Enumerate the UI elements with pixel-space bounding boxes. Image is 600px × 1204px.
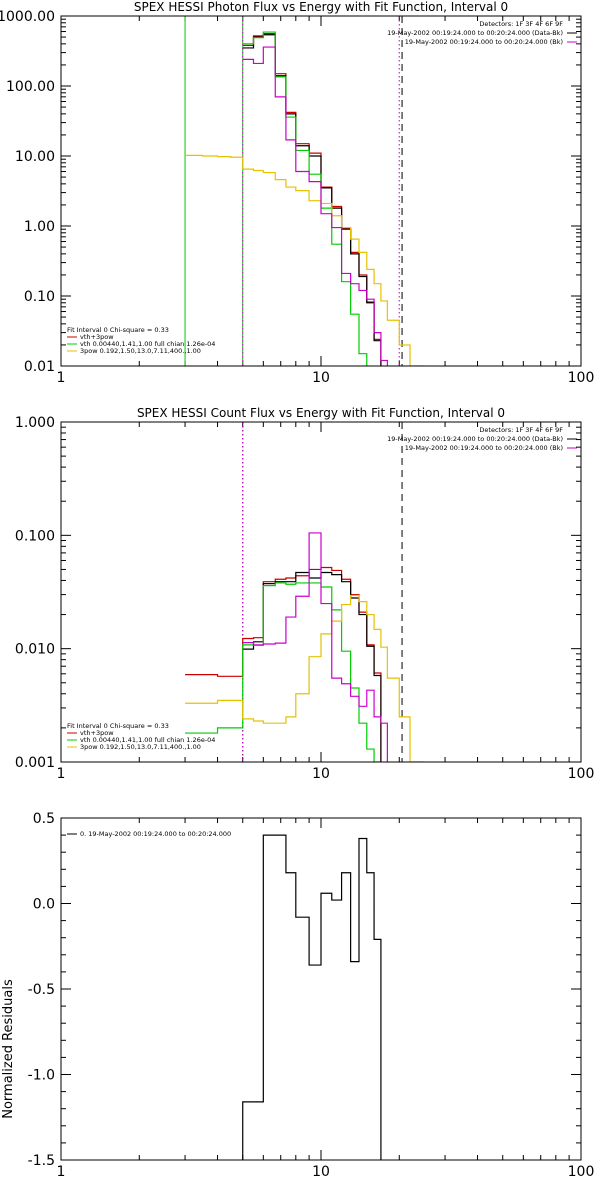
y-tick-label: 0.0 <box>33 897 55 913</box>
plot-frame <box>60 421 582 763</box>
chart-title: SPEX HESSI Count Flux vs Energy with Fit… <box>137 406 505 420</box>
x-tick-label: 10 <box>312 766 330 782</box>
y-tick-label: 0.100 <box>15 528 55 544</box>
chart-panel-1: SPEX HESSI Count Flux vs Energy with Fit… <box>15 406 594 782</box>
y-tick-label: 0.10 <box>24 289 55 305</box>
y-tick-label: 0.001 <box>15 755 55 771</box>
legend-entry: 3pow 0.192,1.50,13.0,7.11,400.,1.00 <box>80 743 201 751</box>
y-tick-label: -1.0 <box>28 1068 55 1084</box>
y-tick-label: -0.5 <box>28 982 55 998</box>
y-axis: 0.01 0.10 1.00 10.00 100.00 1000.00 <box>0 9 581 375</box>
legend-entry: vth+3pow <box>80 333 114 341</box>
x-tick-label: 1 <box>57 1164 66 1180</box>
y-tick-label: 0.010 <box>15 642 55 658</box>
header-info-text: 19-May-2002 00:19:24.000 to 00:20:24.000… <box>405 444 563 452</box>
legend-entry: vth 0.00440,1.41,1.00 full chian 1.26e-0… <box>80 340 215 348</box>
header-info-text: 19-May-2002 00:19:24.000 to 00:20:24.000… <box>387 435 563 443</box>
y-tick-label: 100.00 <box>6 79 55 95</box>
x-axis: 1 10 100 <box>57 16 595 386</box>
y-tick-label: 0.01 <box>24 359 55 375</box>
plot-frame <box>60 817 582 1161</box>
legend-entry: 0. 19-May-2002 00:19:24.000 to 00:20:24.… <box>80 830 231 838</box>
chart-title: SPEX HESSI Photon Flux vs Energy with Fi… <box>134 0 508 14</box>
series-step-line <box>242 34 382 366</box>
chart-panel-0: SPEX HESSI Photon Flux vs Energy with Fi… <box>0 0 594 386</box>
y-tick-label: 1.000 <box>15 415 55 431</box>
plot-area <box>185 422 426 762</box>
x-tick-label: 100 <box>568 1164 595 1180</box>
y-axis-label: Normalized Residuals <box>1 979 16 1119</box>
y-tick-label: 10.00 <box>15 149 55 165</box>
x-tick-label: 100 <box>568 766 595 782</box>
x-tick-label: 100 <box>568 370 595 386</box>
y-tick-label: 1000.00 <box>0 9 55 25</box>
y-tick-label: 0.5 <box>33 811 55 827</box>
header-info-text: 19-May-2002 00:19:24.000 to 00:20:24.000… <box>387 29 563 37</box>
series-step-line <box>242 571 382 762</box>
chart-panel-2: Normalized Residuals 1 10 100 -1.5 -1.0 -0.5 0.… <box>1 811 594 1180</box>
plot-area <box>184 16 426 366</box>
legend-entry: vth+3pow <box>80 729 114 737</box>
legend-entry: 3pow 0.192,1.50,13.0,7.11,400.,1.00 <box>80 347 201 355</box>
series-step-line <box>185 594 426 762</box>
plot-area <box>242 834 382 1160</box>
plot-frame <box>60 15 582 367</box>
series-step-line <box>242 834 382 1160</box>
header-info-text: 19-May-2002 00:19:24.000 to 00:20:24.000… <box>405 38 563 46</box>
x-tick-label: 10 <box>312 370 330 386</box>
y-axis: -1.5 -1.0 -0.5 0.0 0.5 <box>28 811 581 1169</box>
series-step-line <box>242 33 382 366</box>
y-axis: 0.001 0.010 0.100 1.000 <box>15 415 581 771</box>
legend-title: Fit Interval 0 Chi-square = 0.33 <box>67 326 169 334</box>
x-tick-label: 1 <box>57 766 66 782</box>
header-info-text: Detectors: 1F 3F 4F 6F 9F <box>479 426 563 434</box>
series-step-line <box>242 31 368 366</box>
legend-title: Fit Interval 0 Chi-square = 0.33 <box>67 722 169 730</box>
x-axis: 1 10 100 <box>57 818 595 1180</box>
series-step-line <box>185 154 426 366</box>
x-tick-label: 10 <box>312 1164 330 1180</box>
header-info-text: Detectors: 1F 3F 4F 6F 9F <box>479 20 563 28</box>
x-tick-label: 1 <box>57 370 66 386</box>
y-tick-label: 1.00 <box>24 219 55 235</box>
y-tick-label: -1.5 <box>28 1153 55 1169</box>
series-step-line <box>242 532 388 762</box>
series-step-line <box>242 46 388 366</box>
legend-entry: vth 0.00440,1.41,1.00 full chian 1.26e-0… <box>80 736 215 744</box>
